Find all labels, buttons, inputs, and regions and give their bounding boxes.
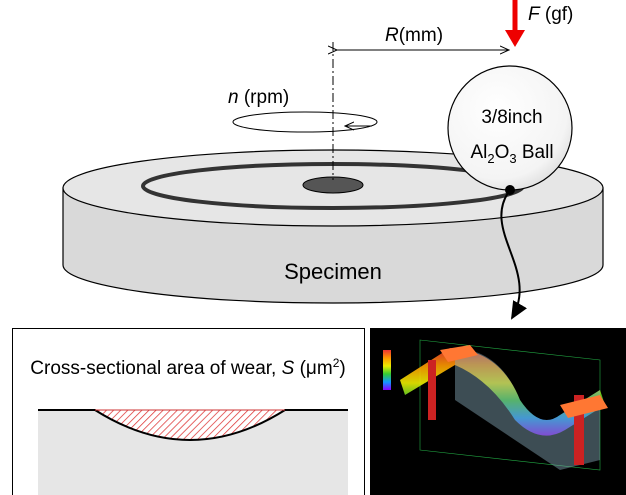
wear-area-label: Cross-sectional area of wear, S (μm2) — [30, 356, 345, 379]
symbol: n — [228, 87, 239, 108]
radius-label: R(mm) — [385, 25, 443, 46]
diagram: Specimen n (rpm) R(mm) F (gf) 3/8inch Al… — [0, 0, 626, 495]
text: Cross-sectional area of wear, — [30, 358, 281, 379]
force-arrow-head — [505, 30, 525, 47]
ball-size: 3/8inch — [481, 107, 542, 128]
ball — [448, 66, 572, 190]
text: Al — [470, 142, 487, 163]
symbol: R — [385, 25, 399, 46]
subscript: 2 — [487, 151, 494, 166]
unit: (rpm) — [239, 87, 290, 108]
unit: (μm — [294, 358, 332, 379]
rotation-path — [233, 112, 377, 132]
force-label: F (gf) — [528, 4, 573, 25]
subscript: 3 — [509, 151, 516, 166]
profile-3d-image — [370, 328, 626, 495]
unit: (gf) — [540, 4, 574, 25]
text: Ball — [517, 142, 554, 163]
speed-label: n (rpm) — [228, 87, 289, 108]
unit: (mm) — [399, 25, 443, 46]
text: O — [495, 142, 510, 163]
specimen-label: Specimen — [284, 259, 382, 284]
unit: ) — [339, 358, 345, 379]
symbol: S — [282, 358, 295, 379]
